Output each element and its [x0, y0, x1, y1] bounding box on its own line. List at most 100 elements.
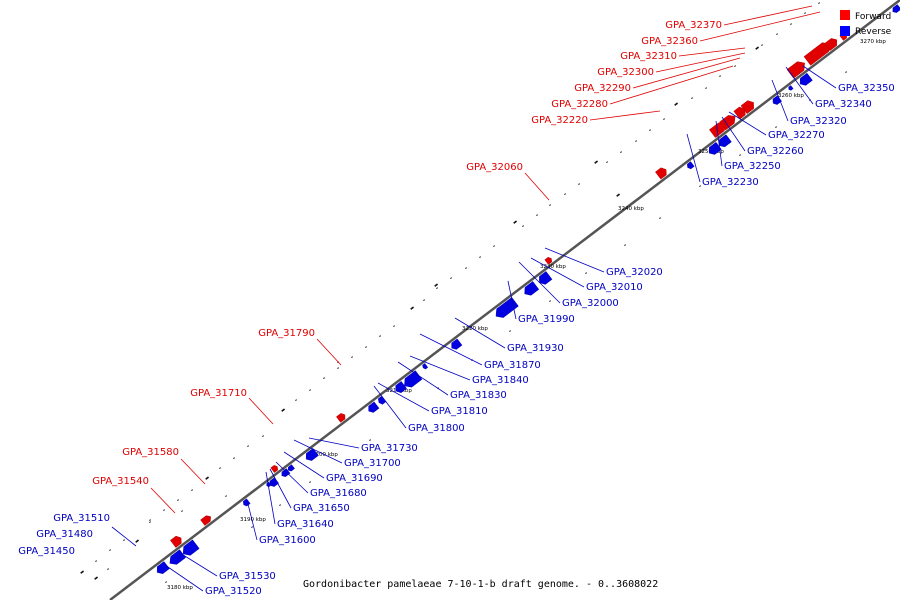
position-marker: [705, 87, 707, 89]
position-marker: [755, 46, 760, 50]
gene-label-gpa-31450: GPA_31450: [18, 546, 75, 557]
position-marker: [309, 481, 311, 483]
position-marker: [564, 193, 566, 195]
position-marker: [379, 335, 381, 337]
position-marker: [719, 75, 721, 77]
gene-label-gpa-32290: GPA_32290: [574, 83, 631, 94]
position-marker: [739, 154, 741, 156]
forward-gene: [200, 515, 211, 526]
leader-gpa-31510: [111, 526, 137, 547]
position-marker: [165, 581, 167, 583]
kbp-tick-label: 3180 kbp: [167, 585, 193, 591]
gene-label-gpa-32020: GPA_32020: [606, 267, 663, 278]
gene-label-gpa-32370: GPA_32370: [665, 20, 722, 31]
position-marker: [233, 457, 235, 459]
leader-gpa-31800: [373, 385, 407, 429]
gene-label-gpa-32270: GPA_32270: [768, 130, 825, 141]
leader-gpa-32350: [802, 65, 837, 89]
leader-gpa-31790: [316, 338, 342, 366]
gene-label-gpa-31480: GPA_31480: [36, 529, 93, 540]
position-marker: [804, 12, 806, 14]
leader-gpa-31990: [507, 280, 517, 320]
legend-reverse-label: Reverse: [855, 27, 892, 37]
position-marker: [295, 399, 297, 401]
position-marker: [620, 151, 622, 153]
position-marker: [94, 576, 99, 580]
position-marker: [351, 356, 353, 358]
gene-label-gpa-31690: GPA_31690: [326, 473, 383, 484]
leader-gpa-31700: [293, 439, 343, 464]
position-marker: [251, 526, 253, 528]
leader-gpa-32260: [721, 116, 746, 152]
position-marker: [181, 510, 183, 512]
leader-gpa-32020: [544, 247, 605, 273]
leader-gpa-32270: [728, 111, 767, 136]
position-marker: [281, 408, 286, 412]
forward-gene: [544, 256, 552, 265]
position-marker: [691, 97, 693, 99]
reverse-gene: [395, 381, 407, 393]
position-marker: [337, 367, 339, 369]
leader-gpa-32370: [723, 5, 813, 26]
position-marker: [107, 568, 109, 570]
forward-gene: [740, 100, 754, 114]
position-marker: [135, 539, 140, 543]
forward-gene: [336, 413, 346, 423]
leader-gpa-32300: [655, 52, 746, 73]
position-marker: [659, 217, 661, 219]
leader-gpa-31650: [269, 468, 292, 509]
position-marker: [309, 389, 311, 391]
position-marker: [549, 204, 551, 206]
position-marker: [606, 161, 608, 163]
gene-label-gpa-31790: GPA_31790: [258, 328, 315, 339]
position-marker: [578, 183, 580, 185]
position-marker: [699, 185, 701, 187]
leader-gpa-31840: [409, 355, 471, 381]
genome-axis: [109, 0, 900, 600]
leader-gpa-32290: [632, 57, 741, 89]
position-marker: [95, 560, 97, 562]
forward-gene: [824, 38, 838, 51]
position-marker: [191, 489, 193, 491]
leader-gpa-31530: [179, 552, 218, 577]
gene-label-gpa-31830: GPA_31830: [450, 390, 507, 401]
position-marker: [219, 467, 221, 469]
leader-gpa-31580: [180, 458, 206, 485]
gene-label-gpa-31530: GPA_31530: [219, 571, 276, 582]
position-marker: [205, 476, 210, 480]
leader-gpa-32060: [524, 172, 550, 201]
position-marker: [423, 299, 425, 301]
leader-gpa-32310: [678, 47, 746, 57]
label-leaders: [111, 5, 837, 592]
kbp-tick-label: 3220 kbp: [462, 326, 488, 332]
position-marker: [479, 256, 481, 258]
position-marker: [393, 325, 395, 327]
gene-labels: GPA_32370 GPA_32360 GPA_32310 GPA_32300 GPA_…: [18, 20, 895, 597]
reverse-gene: [708, 141, 722, 155]
leader-gpa-31730: [308, 437, 360, 449]
gene-label-gpa-31680: GPA_31680: [310, 488, 367, 499]
position-marker: [818, 2, 820, 4]
gene-label-gpa-31540: GPA_31540: [92, 476, 149, 487]
position-marker: [163, 509, 165, 511]
position-marker: [225, 495, 227, 497]
position-marker: [674, 102, 679, 106]
leader-gpa-31680: [275, 461, 309, 494]
position-marker: [434, 283, 439, 287]
leader-gpa-32320: [771, 79, 789, 122]
leader-gpa-31710: [248, 397, 274, 425]
reverse-gene: [451, 338, 463, 350]
reverse-gene: [288, 464, 295, 472]
position-marker: [776, 33, 778, 35]
legend-forward-swatch: [840, 10, 850, 20]
legend-reverse-swatch: [840, 26, 850, 36]
kbp-tick-label: 3260 kbp: [778, 93, 804, 99]
leader-gpa-32000: [518, 261, 561, 304]
reverse-gene: [799, 72, 813, 86]
position-marker: [262, 435, 264, 437]
gene-label-gpa-32280: GPA_32280: [551, 99, 608, 110]
position-marker: [594, 160, 599, 164]
position-marker: [775, 126, 777, 128]
position-marker: [149, 521, 151, 523]
